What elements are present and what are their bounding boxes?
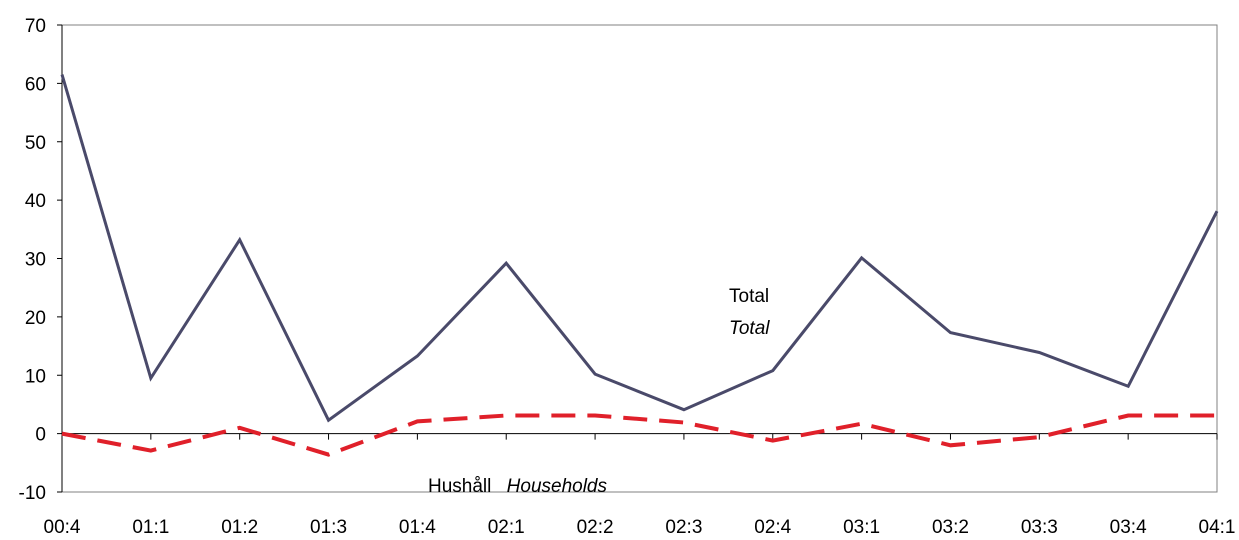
x-tick-label: 01:3 (310, 517, 347, 538)
x-tick-label: 00:4 (44, 517, 81, 538)
y-axis-tick-labels: -10 0 10 20 30 40 50 60 70 (19, 16, 46, 504)
x-tick-label: 03:1 (843, 517, 880, 538)
x-tick-label: 01:1 (132, 517, 169, 538)
x-tick-label: 03:2 (932, 517, 969, 538)
x-tick-label: 03:3 (1021, 517, 1058, 538)
y-tick-label: 40 (25, 191, 46, 212)
x-tick-label: 02:3 (665, 517, 702, 538)
x-tick-label: 04:1 (1199, 517, 1236, 538)
total-label-en: Total (729, 318, 770, 339)
axes (57, 24, 1218, 493)
series-line-hush-ll (61, 413, 1217, 457)
series-line-total (60, 74, 1219, 423)
x-tick-label: 01:4 (399, 517, 436, 538)
households-label: Hushåll Households (428, 476, 608, 497)
y-tick-label: -10 (19, 483, 46, 504)
x-tick-label: 01:2 (221, 517, 258, 538)
total-label-sv: Total (729, 286, 769, 307)
x-axis-tick-labels: 00:4 01:1 01:2 01:3 01:4 02:1 02:2 02:3 02:4 03:1… (44, 517, 1236, 538)
x-tick-label: 02:4 (754, 517, 791, 538)
y-tick-label: 10 (25, 366, 46, 387)
y-tick-label: 0 (35, 425, 46, 446)
households-label-en: Households (507, 476, 608, 497)
y-tick-label: 50 (25, 133, 46, 154)
x-tick-label: 03:4 (1110, 517, 1147, 538)
y-tick-label: 20 (25, 308, 46, 329)
households-label-sv: Hushåll (428, 476, 491, 497)
x-tick-label: 02:2 (577, 517, 614, 538)
y-tick-label: 30 (25, 250, 46, 271)
plot-frame (61, 24, 1218, 493)
x-tick-label: 02:1 (488, 517, 525, 538)
series-lines (60, 74, 1219, 457)
y-tick-label: 60 (25, 74, 46, 95)
y-tick-label: 70 (25, 16, 46, 37)
